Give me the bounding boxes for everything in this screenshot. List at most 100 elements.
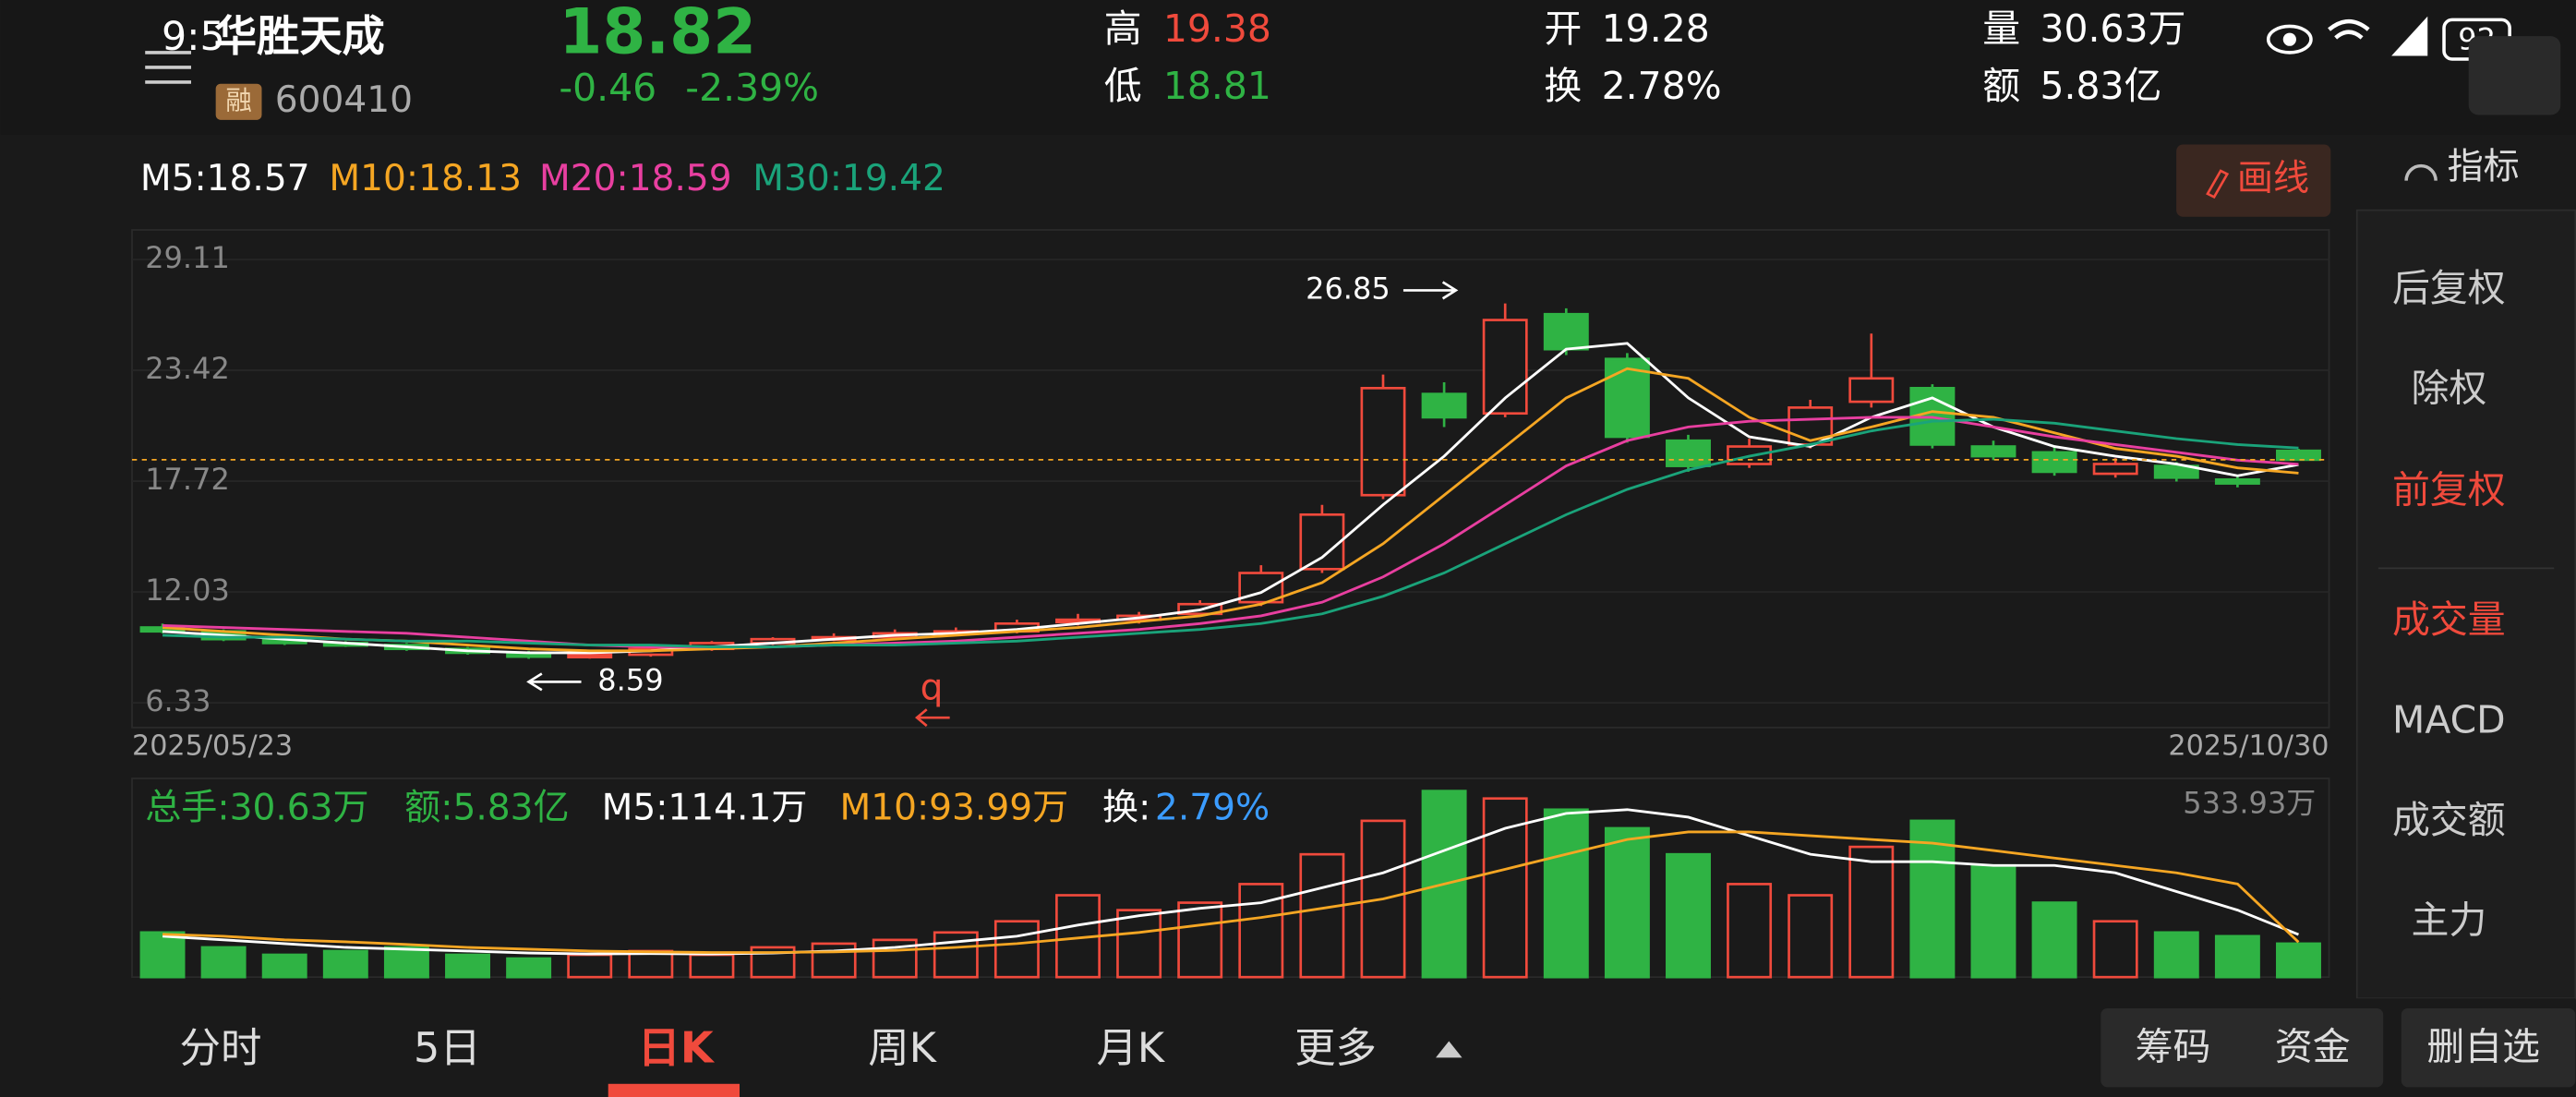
badge-bg [215,83,262,120]
min-arrow [526,672,582,692]
side-menu-item[interactable]: 后复权 [2392,266,2506,310]
ma10-legend: M10:18.13 [329,158,522,199]
menu-icon[interactable] [145,51,191,84]
ma5-legend: M5:18.57 [140,158,310,199]
vol-m10: M10:93.99万 [839,787,1068,828]
side-menu-item[interactable]: MACD [2392,698,2506,742]
tab[interactable]: 月K [1096,1025,1165,1072]
ma-line [162,367,2299,653]
tab[interactable]: 分时 [180,1025,262,1072]
status-icons [2266,16,2428,56]
volume-bar [445,953,490,979]
volume-bar [2276,942,2321,979]
button-group [2101,1007,2384,1088]
tab[interactable]: 周K [868,1025,937,1072]
button[interactable]: 筹码 [2136,1024,2211,1068]
volume-bar [567,953,613,979]
y-tick-label: 12.03 [145,573,230,608]
volume-bar [506,957,552,979]
candle-body [2153,464,2199,479]
open: 19.28 [1602,6,1710,51]
price: 18.82 [559,0,756,68]
volume-bar [1238,883,1284,979]
corner-button[interactable] [2468,36,2561,115]
button[interactable]: 删自选 [2426,1024,2540,1068]
volume-bar [383,946,429,979]
amount-label: 额 [1982,64,2020,108]
volume-bar [1727,883,1773,979]
ma-line [163,417,2299,648]
turnover-label: 换 [1544,64,1582,108]
draw-button-bg[interactable] [2176,144,2331,217]
vol-m5: M5:114.1万 [602,787,808,828]
volume-bar [2214,934,2260,979]
event-arrow [914,708,950,728]
change: -0.46 [559,66,656,110]
volume-bar [1604,826,1650,979]
volume-bar [1421,790,1467,979]
candle-body [567,653,613,659]
volume-label: 量 [1982,6,2020,51]
volume-bar [322,949,368,979]
candle-body [1666,439,1711,467]
volume-bar [993,920,1040,979]
volume-bar [2153,931,2199,979]
y-tick-label: 17.72 [145,462,230,497]
x-end: 2025/10/30 [2168,730,2329,763]
turnover: 2.78% [1602,64,1722,108]
volume-bar [1909,819,1956,979]
badge: 融 [225,85,251,115]
max-arrow [1402,281,1459,300]
tab-underline [608,1083,740,1097]
volume-bar [689,953,735,979]
volume-bar [933,931,979,979]
volume-ma-line [163,830,2300,954]
indicator-button[interactable]: 指标 [2448,147,2520,188]
event-marker: q [921,667,944,708]
volume-bar [261,953,307,979]
button[interactable]: 资金 [2275,1024,2351,1068]
volume-bar [1177,901,1223,979]
side-menu-item[interactable]: 除权 [2411,366,2486,410]
stock-code: 600410 [275,79,413,121]
x-start: 2025/05/23 [132,730,293,763]
vol-turnover-label: 换: [1102,787,1150,828]
draw-button[interactable]: 画线 [2237,158,2309,199]
stock-name: 华胜天成 [214,11,385,61]
y-tick-label: 6.33 [145,683,211,718]
candle-body [1970,445,2016,458]
volume-ma-line [162,808,2299,956]
volume-bar [1116,909,1162,979]
side-menu-item[interactable]: 成交额 [2392,798,2506,842]
volume-bar [811,942,857,979]
header-bg [0,0,2576,135]
volume-bar [1299,852,1345,979]
volume-bar [628,949,674,979]
ma-line [163,416,2299,648]
side-menu-item[interactable]: 主力 [2411,898,2486,942]
y-tick-label: 23.42 [145,351,230,386]
y-tick-label: 29.11 [145,240,230,275]
tab-active[interactable]: 日K [638,1023,716,1073]
candle-body [2214,478,2260,485]
volume-bar [1970,863,2016,979]
high-label: 高 [1104,6,1142,51]
volume-bar [1666,852,1711,979]
button-bg [2401,1007,2576,1088]
volume-bar [1543,808,1589,979]
volume-frame [131,778,2330,979]
max-label: 26.85 [1306,271,1390,306]
vol-amount: 额:5.83亿 [404,787,569,828]
side-panel [2355,209,2576,1000]
side-menu-item[interactable]: 成交量 [2392,597,2506,642]
min-label: 8.59 [597,662,663,697]
volume-bar [2031,901,2077,979]
tab[interactable]: 5日 [414,1025,481,1072]
candle-body [2092,463,2138,476]
open-label: 开 [1544,6,1582,51]
candle-body [1360,386,1406,497]
side-menu-item[interactable]: 前复权 [2392,468,2506,512]
tab[interactable]: 更多 [1294,1025,1377,1072]
